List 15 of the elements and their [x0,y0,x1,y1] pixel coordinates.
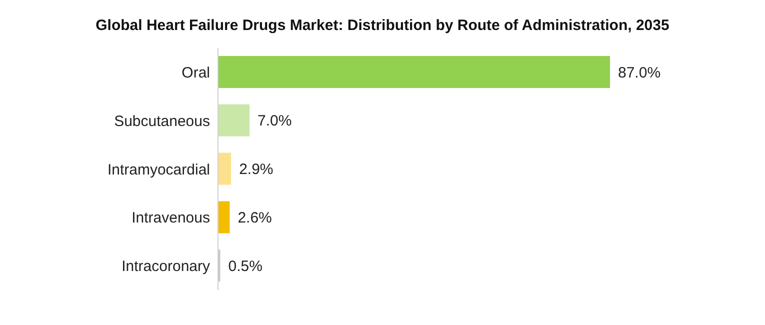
y-tick-label: Intracoronary [122,258,210,276]
bar [218,56,610,88]
y-tick-label: Intramyocardial [107,161,210,178]
bar [218,201,230,234]
bar [218,152,232,185]
y-tick-label: Oral [182,64,210,82]
y-tick-label: Subcutaneous [114,112,210,130]
data-label: 7.0% [258,112,292,130]
data-label: 87.0% [618,64,661,82]
chart-title: Global Heart Failure Drugs Market: Distribution by Route of Administration, 2035 [94,16,670,36]
data-label: 2.9% [239,161,274,178]
bar [218,104,250,136]
data-label: 2.6% [238,209,272,226]
y-tick-label: Intravenous [132,210,210,227]
data-label: 0.5% [228,258,262,275]
